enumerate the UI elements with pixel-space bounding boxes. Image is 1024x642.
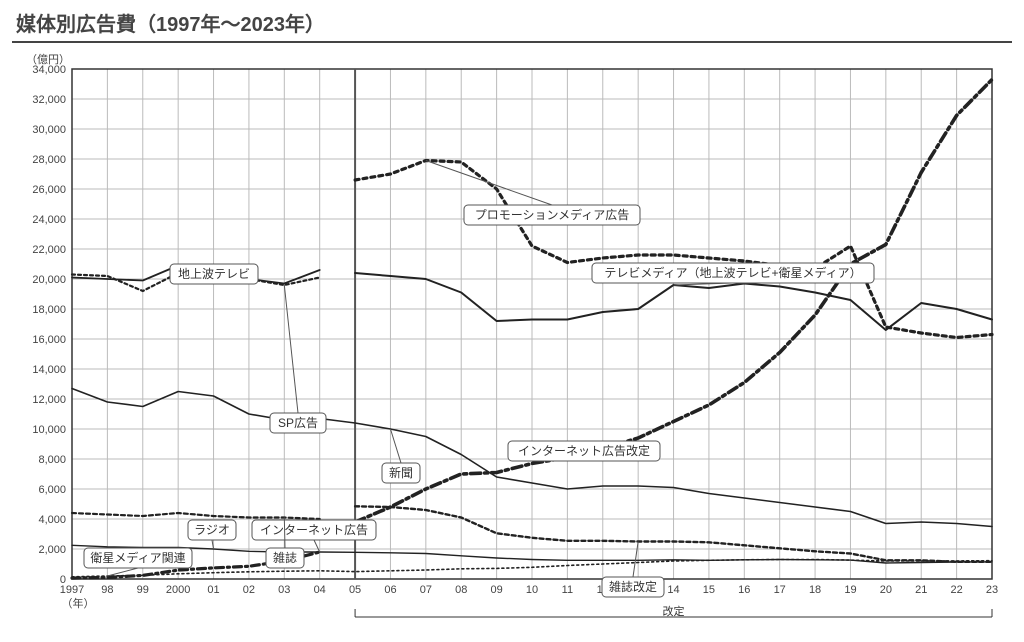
svg-text:14: 14	[667, 584, 679, 596]
svg-text:2,000: 2,000	[38, 544, 66, 556]
svg-text:（億円）: （億円）	[26, 53, 70, 66]
svg-text:24,000: 24,000	[32, 214, 66, 226]
callout-label-ラジオ: ラジオ	[194, 523, 230, 537]
svg-text:14,000: 14,000	[32, 364, 66, 376]
svg-text:08: 08	[455, 584, 467, 596]
svg-text:06: 06	[384, 584, 396, 596]
callout-label-テレビメディア: テレビメディア（地上波テレビ+衛星メディア）	[604, 265, 861, 280]
svg-text:28,000: 28,000	[32, 154, 66, 166]
callout-label-衛星メディア関連: 衛星メディア関連	[90, 550, 185, 565]
line-chart: 02,0004,0006,0008,00010,00012,00014,0001…	[12, 49, 1012, 629]
svg-text:改定: 改定	[663, 604, 685, 618]
svg-text:99: 99	[137, 584, 149, 596]
svg-text:16: 16	[738, 584, 750, 596]
svg-text:12,000: 12,000	[32, 394, 66, 406]
series-雑誌	[72, 513, 320, 519]
svg-text:04: 04	[314, 584, 326, 596]
svg-text:19: 19	[844, 584, 856, 596]
svg-text:8,000: 8,000	[38, 454, 66, 466]
callout-label-プロモーションメディア広告: プロモーションメディア広告	[475, 207, 630, 222]
svg-text:18: 18	[809, 584, 821, 596]
svg-text:32,000: 32,000	[32, 94, 66, 106]
svg-text:20,000: 20,000	[32, 274, 66, 286]
svg-text:6,000: 6,000	[38, 484, 66, 496]
svg-text:10,000: 10,000	[32, 424, 66, 436]
svg-text:1997: 1997	[60, 584, 84, 596]
svg-text:4,000: 4,000	[38, 514, 66, 526]
svg-text:07: 07	[420, 584, 432, 596]
svg-text:30,000: 30,000	[32, 124, 66, 136]
svg-text:98: 98	[101, 584, 113, 596]
svg-text:17: 17	[774, 584, 786, 596]
svg-text:22: 22	[950, 584, 962, 596]
svg-text:11: 11	[562, 584, 573, 596]
svg-text:18,000: 18,000	[32, 304, 66, 316]
svg-text:09: 09	[490, 584, 502, 596]
svg-text:10: 10	[526, 584, 538, 596]
svg-text:03: 03	[278, 584, 290, 596]
svg-text:23: 23	[986, 584, 998, 596]
title-rule	[12, 41, 1012, 43]
svg-text:05: 05	[349, 584, 361, 596]
svg-text:20: 20	[880, 584, 892, 596]
svg-text:16,000: 16,000	[32, 334, 66, 346]
callout-label-SP広告: SP広告	[278, 416, 318, 430]
callout-label-新聞: 新聞	[389, 465, 413, 480]
svg-text:02: 02	[243, 584, 255, 596]
callout-label-インターネット広告: インターネット広告	[260, 523, 368, 537]
svg-text:26,000: 26,000	[32, 184, 66, 196]
svg-text:01: 01	[207, 584, 219, 596]
callout-label-インターネット広告改定: インターネット広告改定	[518, 443, 650, 458]
callout-label-地上波テレビ: 地上波テレビ	[178, 267, 250, 281]
svg-text:2000: 2000	[166, 584, 190, 596]
callout-label-雑誌改定: 雑誌改定	[609, 579, 657, 594]
svg-text:15: 15	[703, 584, 715, 596]
callout-label-雑誌: 雑誌	[273, 550, 297, 565]
svg-text:（年）: （年）	[62, 596, 95, 610]
svg-text:22,000: 22,000	[32, 244, 66, 256]
svg-text:21: 21	[915, 584, 927, 596]
chart-title: 媒体別広告費（1997年〜2023年）	[16, 8, 1012, 37]
